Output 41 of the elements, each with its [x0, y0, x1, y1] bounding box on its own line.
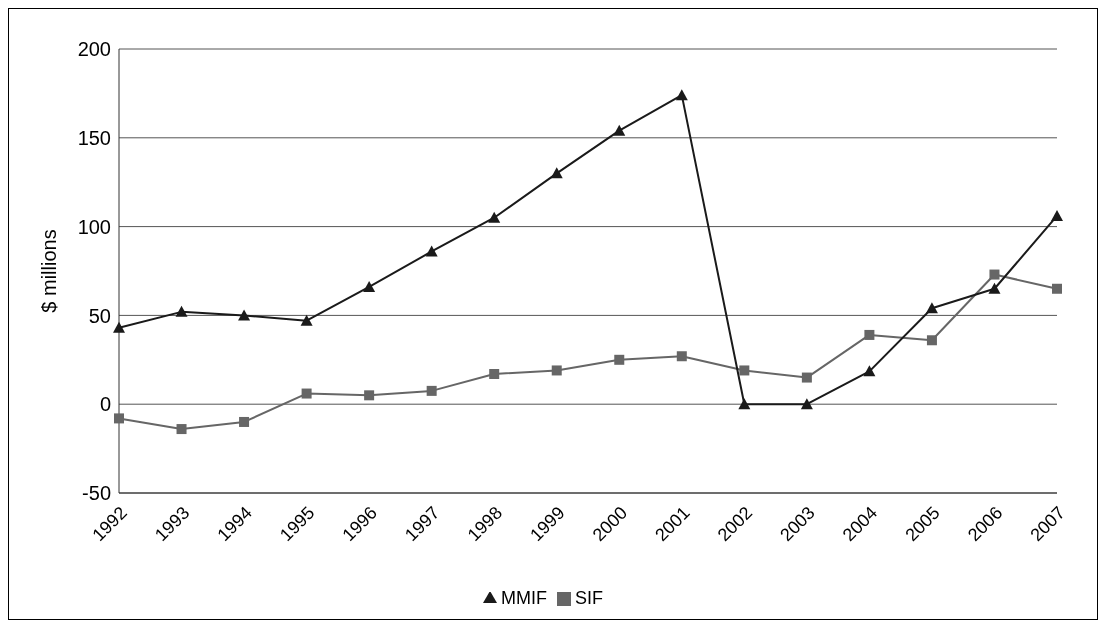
point	[550, 167, 563, 179]
point	[675, 89, 688, 101]
point	[925, 302, 938, 314]
point	[238, 309, 251, 321]
legend-label: SIF	[574, 588, 603, 608]
y-tick-label: -50	[82, 482, 111, 505]
point	[300, 314, 313, 326]
point	[1051, 209, 1063, 221]
point	[489, 369, 500, 380]
point	[613, 124, 626, 136]
point	[1052, 283, 1062, 294]
point	[488, 211, 501, 223]
point	[363, 280, 376, 292]
point	[614, 354, 625, 365]
point	[926, 335, 937, 346]
point	[301, 388, 312, 399]
y-tick-label: 0	[99, 393, 111, 416]
point	[863, 365, 876, 377]
point	[988, 282, 1001, 294]
y-tick-label: 150	[77, 126, 111, 149]
point	[175, 305, 188, 317]
y-axis-title: $ millions	[38, 229, 61, 313]
point	[113, 321, 125, 333]
point	[114, 413, 124, 424]
point	[551, 365, 562, 376]
point	[426, 385, 437, 396]
point	[425, 245, 438, 257]
point	[176, 424, 187, 435]
point	[364, 390, 375, 401]
point	[801, 372, 812, 383]
y-tick-label: 50	[88, 304, 111, 327]
point	[739, 365, 750, 376]
point	[989, 269, 1000, 280]
point	[800, 398, 813, 410]
y-tick-label: 200	[77, 38, 111, 61]
point	[676, 351, 687, 362]
y-tick-label: 100	[77, 215, 111, 238]
point	[239, 416, 250, 427]
point	[864, 329, 875, 340]
point	[738, 398, 751, 410]
legend-label: MMIF	[501, 588, 547, 608]
